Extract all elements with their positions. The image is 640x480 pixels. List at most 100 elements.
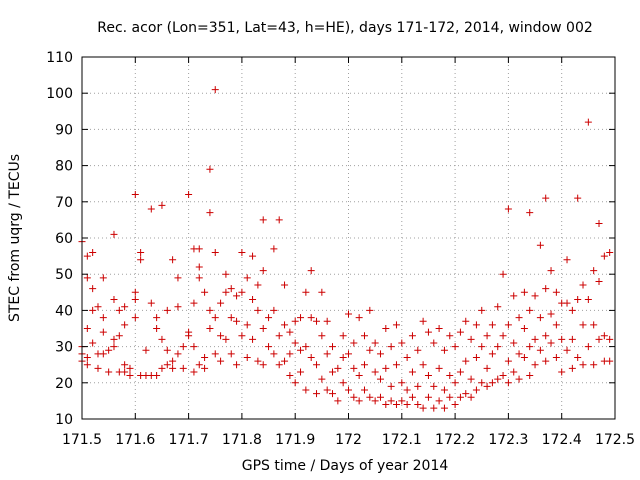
- x-tick-label: 171.9: [275, 432, 315, 448]
- data-point-plus-marker: [488, 321, 496, 329]
- data-point-plus-marker: [350, 339, 358, 347]
- data-point-plus-marker: [265, 343, 273, 351]
- data-point-plus-marker: [483, 382, 491, 390]
- y-tick-label: 10: [55, 412, 73, 428]
- data-point-plus-marker: [403, 401, 411, 409]
- data-point-plus-marker: [233, 361, 241, 369]
- data-point-plus-marker: [568, 364, 576, 372]
- data-point-plus-marker: [542, 285, 550, 293]
- data-point-plus-marker: [131, 191, 139, 199]
- data-point-plus-marker: [478, 379, 486, 387]
- data-point-plus-marker: [137, 248, 145, 256]
- data-point-plus-marker: [94, 364, 102, 372]
- data-point-plus-marker: [504, 205, 512, 213]
- data-point-plus-marker: [435, 397, 443, 405]
- data-point-plus-marker: [414, 346, 422, 354]
- data-point-plus-marker: [371, 339, 379, 347]
- data-point-plus-marker: [238, 288, 246, 296]
- data-point-plus-marker: [286, 328, 294, 336]
- data-point-plus-marker: [329, 343, 337, 351]
- data-point-plus-marker: [142, 346, 150, 354]
- data-point-plus-marker: [185, 332, 193, 340]
- data-point-plus-marker: [536, 241, 544, 249]
- data-point-plus-marker: [456, 393, 464, 401]
- data-point-plus-marker: [174, 350, 182, 358]
- data-point-plus-marker: [366, 346, 374, 354]
- data-point-plus-marker: [590, 361, 598, 369]
- y-tick-label: 50: [55, 267, 73, 283]
- data-point-plus-marker: [515, 314, 523, 322]
- data-point-plus-marker: [584, 118, 592, 126]
- data-point-plus-marker: [558, 368, 566, 376]
- grid: [81, 56, 616, 420]
- data-point-plus-marker: [259, 325, 267, 332]
- data-point-plus-marker: [424, 393, 432, 401]
- x-tick-label: 171.5: [62, 432, 102, 448]
- data-point-plus-marker: [169, 364, 177, 372]
- data-point-plus-marker: [600, 332, 608, 340]
- data-point-plus-marker: [243, 353, 251, 361]
- x-tick-label: 172.4: [542, 432, 582, 448]
- data-point-plus-marker: [211, 86, 219, 94]
- data-point-plus-marker: [547, 339, 555, 347]
- data-point-plus-marker: [206, 306, 214, 314]
- data-point-plus-marker: [158, 335, 166, 343]
- data-point-plus-marker: [254, 357, 262, 365]
- data-point-plus-marker: [163, 361, 171, 369]
- data-point-plus-marker: [542, 332, 550, 340]
- data-point-plus-marker: [515, 350, 523, 358]
- data-point-plus-marker: [392, 401, 400, 409]
- data-point-plus-marker: [153, 314, 161, 322]
- data-point-plus-marker: [281, 321, 289, 329]
- x-tick-label: 171.8: [222, 432, 262, 448]
- data-point-plus-marker: [179, 364, 187, 372]
- data-point-plus-marker: [121, 361, 129, 369]
- y-tick-label: 70: [55, 195, 73, 211]
- data-point-plus-marker: [371, 368, 379, 376]
- data-point-plus-marker: [350, 364, 358, 372]
- data-point-plus-marker: [179, 343, 187, 351]
- data-point-plus-marker: [121, 321, 129, 329]
- data-point-plus-marker: [222, 270, 230, 278]
- data-point-plus-marker: [494, 343, 502, 351]
- data-point-plus-marker: [270, 245, 278, 253]
- data-point-plus-marker: [360, 386, 368, 394]
- data-point-plus-marker: [430, 339, 438, 347]
- data-point-plus-marker: [323, 350, 331, 358]
- data-point-plus-marker: [243, 321, 251, 329]
- data-point-plus-marker: [366, 306, 374, 314]
- data-point-plus-marker: [542, 194, 550, 202]
- data-point-plus-marker: [254, 281, 262, 289]
- data-point-plus-marker: [403, 353, 411, 361]
- data-point-plus-marker: [360, 361, 368, 369]
- data-point-plus-marker: [313, 390, 321, 398]
- data-point-plus-marker: [387, 397, 395, 405]
- data-point-plus-marker: [99, 274, 107, 282]
- data-point-plus-marker: [83, 274, 91, 282]
- data-point-plus-marker: [110, 343, 118, 351]
- x-tick-label: 172.1: [382, 432, 422, 448]
- data-points: [78, 86, 614, 412]
- data-point-plus-marker: [195, 245, 203, 253]
- data-point-plus-marker: [185, 191, 193, 199]
- data-point-plus-marker: [462, 357, 470, 365]
- y-tick-label: 20: [55, 376, 73, 392]
- data-point-plus-marker: [526, 306, 534, 314]
- data-point-plus-marker: [419, 317, 427, 325]
- data-point-plus-marker: [270, 306, 278, 314]
- data-point-plus-marker: [387, 343, 395, 351]
- data-point-plus-marker: [526, 372, 534, 380]
- data-point-plus-marker: [488, 379, 496, 387]
- data-point-plus-marker: [446, 393, 454, 401]
- data-point-plus-marker: [392, 361, 400, 369]
- data-point-plus-marker: [195, 274, 203, 282]
- data-point-plus-marker: [472, 321, 480, 329]
- y-tick-label: 110: [46, 50, 73, 66]
- data-point-plus-marker: [201, 353, 209, 361]
- data-point-plus-marker: [329, 390, 337, 398]
- data-point-plus-marker: [478, 306, 486, 314]
- data-point-plus-marker: [472, 386, 480, 394]
- data-point-plus-marker: [579, 281, 587, 289]
- y-tick-label: 100: [46, 86, 73, 102]
- data-point-plus-marker: [281, 281, 289, 289]
